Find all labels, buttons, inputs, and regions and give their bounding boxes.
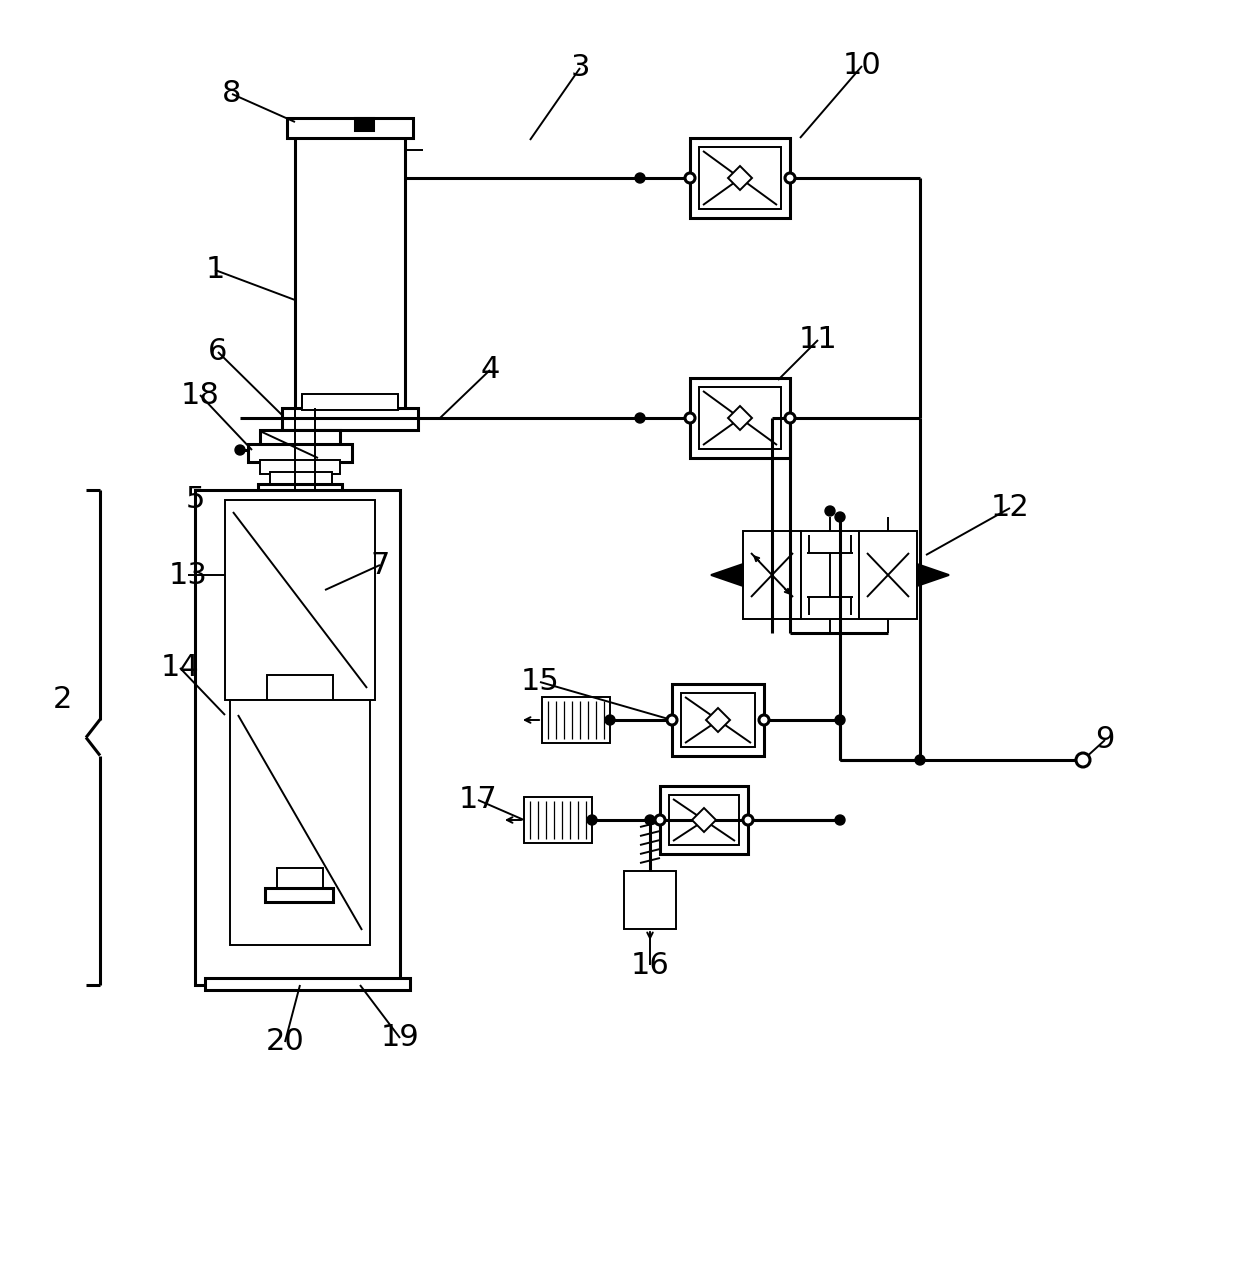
Polygon shape	[711, 564, 743, 586]
Text: 4: 4	[480, 356, 500, 385]
Bar	[670, 794, 739, 845]
Circle shape	[915, 755, 925, 765]
Text: 9: 9	[1095, 726, 1115, 755]
Polygon shape	[706, 708, 730, 732]
Circle shape	[605, 716, 615, 724]
Bar	[681, 693, 755, 747]
Text: 18: 18	[181, 380, 219, 409]
Polygon shape	[728, 167, 751, 189]
Bar	[303, 394, 398, 411]
Text: 1: 1	[206, 255, 224, 285]
Bar	[801, 531, 859, 619]
Text: 7: 7	[371, 550, 389, 580]
Text: 2: 2	[52, 685, 72, 714]
Circle shape	[785, 413, 795, 423]
Bar	[542, 697, 610, 744]
Circle shape	[655, 815, 665, 825]
Bar	[672, 684, 764, 756]
Circle shape	[835, 512, 844, 522]
Text: 20: 20	[265, 1027, 304, 1056]
Bar	[355, 118, 373, 130]
Bar	[699, 147, 781, 208]
Polygon shape	[918, 564, 949, 586]
Text: 16: 16	[631, 951, 670, 980]
Bar	[265, 888, 334, 902]
Bar	[248, 444, 352, 461]
Circle shape	[825, 506, 835, 516]
Circle shape	[645, 815, 655, 825]
Text: 12: 12	[991, 493, 1029, 522]
Text: 19: 19	[381, 1023, 419, 1052]
Bar	[224, 500, 374, 700]
Bar	[689, 139, 790, 219]
Text: 8: 8	[222, 80, 242, 108]
Circle shape	[835, 716, 844, 724]
Bar	[260, 430, 340, 446]
Bar	[267, 675, 334, 705]
Circle shape	[684, 173, 694, 183]
Bar	[286, 118, 413, 139]
Text: 10: 10	[843, 52, 882, 80]
Bar	[859, 531, 918, 619]
Text: 17: 17	[459, 785, 497, 815]
Circle shape	[743, 815, 753, 825]
Bar	[699, 386, 781, 449]
Circle shape	[635, 413, 645, 423]
Bar	[195, 491, 401, 985]
Text: 6: 6	[208, 338, 228, 366]
Circle shape	[587, 815, 596, 825]
Bar	[743, 531, 801, 619]
Circle shape	[1076, 752, 1090, 766]
Text: 5: 5	[185, 486, 205, 515]
Bar	[229, 700, 370, 946]
Circle shape	[236, 445, 246, 455]
Circle shape	[667, 716, 677, 724]
Bar	[277, 868, 322, 890]
Bar	[660, 785, 748, 854]
Circle shape	[684, 413, 694, 423]
Bar	[258, 484, 342, 498]
Text: 3: 3	[570, 53, 590, 83]
Text: 11: 11	[799, 325, 837, 355]
Circle shape	[785, 173, 795, 183]
Bar	[260, 460, 340, 474]
Polygon shape	[728, 405, 751, 430]
Bar	[624, 871, 676, 929]
Circle shape	[835, 815, 844, 825]
Polygon shape	[692, 808, 715, 833]
Bar	[205, 977, 410, 990]
Text: 13: 13	[169, 561, 207, 590]
Text: 15: 15	[521, 667, 559, 697]
Bar	[525, 797, 591, 843]
Bar	[270, 472, 332, 486]
Circle shape	[759, 716, 769, 724]
Circle shape	[635, 173, 645, 183]
Bar	[689, 377, 790, 458]
Text: 14: 14	[161, 653, 200, 683]
Bar	[281, 408, 418, 430]
Bar	[295, 130, 405, 419]
